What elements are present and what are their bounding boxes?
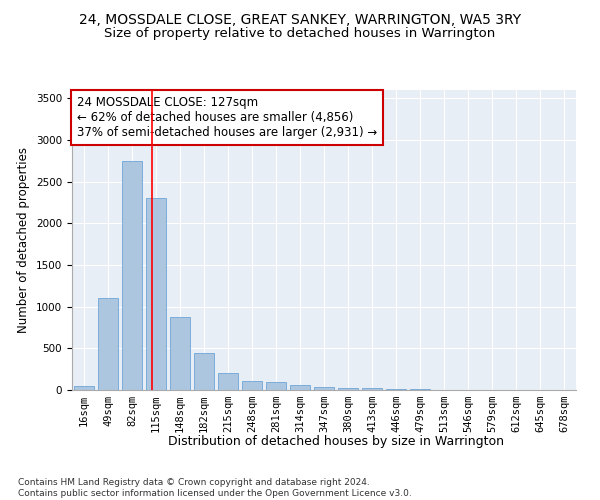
Bar bbox=[194, 354, 214, 390]
Text: Distribution of detached houses by size in Warrington: Distribution of detached houses by size … bbox=[168, 435, 504, 448]
Bar bbox=[122, 161, 142, 390]
Bar bbox=[98, 298, 118, 390]
Bar bbox=[242, 381, 262, 390]
Bar bbox=[314, 386, 334, 390]
Bar bbox=[74, 386, 94, 390]
Bar bbox=[146, 198, 166, 390]
Y-axis label: Number of detached properties: Number of detached properties bbox=[17, 147, 31, 333]
Text: 24 MOSSDALE CLOSE: 127sqm
← 62% of detached houses are smaller (4,856)
37% of se: 24 MOSSDALE CLOSE: 127sqm ← 62% of detac… bbox=[77, 96, 377, 139]
Text: 24, MOSSDALE CLOSE, GREAT SANKEY, WARRINGTON, WA5 3RY: 24, MOSSDALE CLOSE, GREAT SANKEY, WARRIN… bbox=[79, 12, 521, 26]
Text: Contains HM Land Registry data © Crown copyright and database right 2024.
Contai: Contains HM Land Registry data © Crown c… bbox=[18, 478, 412, 498]
Bar bbox=[290, 386, 310, 390]
Bar bbox=[218, 374, 238, 390]
Bar bbox=[386, 389, 406, 390]
Bar bbox=[266, 382, 286, 390]
Bar bbox=[170, 316, 190, 390]
Bar bbox=[362, 388, 382, 390]
Text: Size of property relative to detached houses in Warrington: Size of property relative to detached ho… bbox=[104, 28, 496, 40]
Bar bbox=[338, 388, 358, 390]
